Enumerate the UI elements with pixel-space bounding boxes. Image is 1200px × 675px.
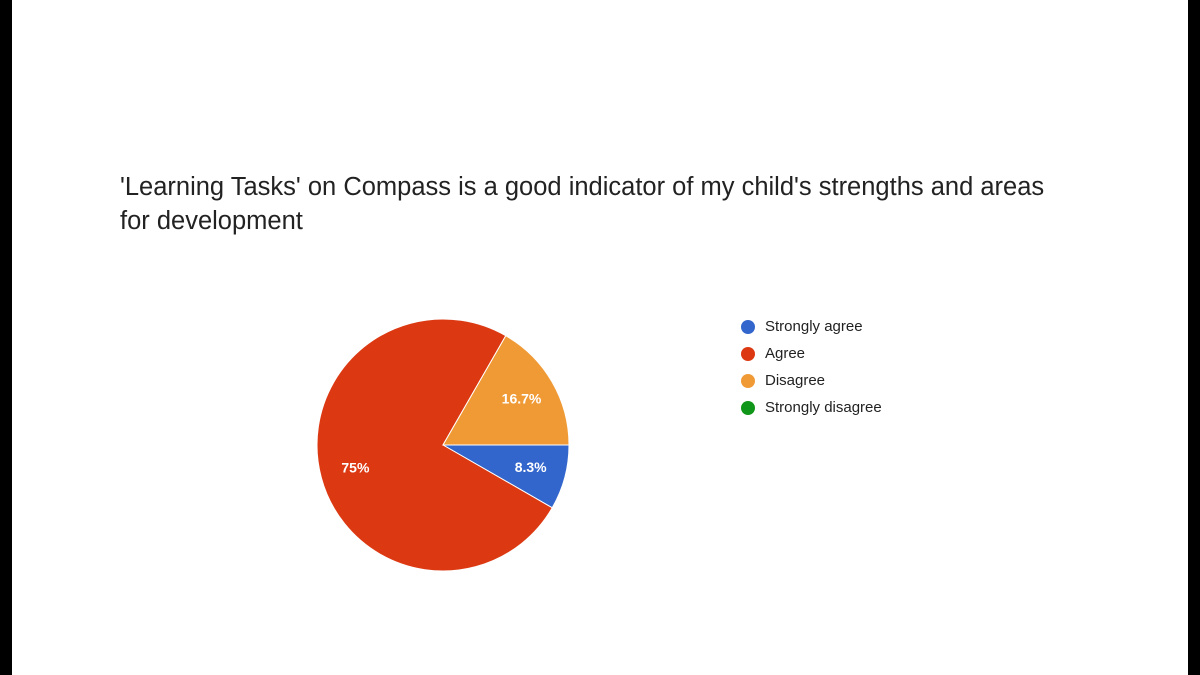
legend-marker — [741, 320, 755, 334]
page: 'Learning Tasks' on Compass is a good in… — [12, 0, 1188, 675]
pie-slice — [442, 335, 570, 446]
legend-marker — [741, 347, 755, 361]
legend-label: Strongly agree — [765, 318, 863, 335]
chart-title: 'Learning Tasks' on Compass is a good in… — [120, 173, 1045, 235]
chart: 8.3% 75% 16.7% Strongly agree Agree Disagree S… — [316, 318, 882, 572]
legend-label: Agree — [765, 345, 805, 362]
slice-label: 8.3% — [515, 459, 547, 475]
legend-label: Strongly disagree — [765, 399, 882, 416]
legend-marker — [741, 374, 755, 388]
pie-slice — [316, 318, 553, 572]
slice-label: 75% — [341, 459, 370, 475]
legend-label: Disagree — [765, 372, 825, 389]
slice-label: 16.7% — [502, 390, 542, 406]
legend-marker — [741, 401, 755, 415]
